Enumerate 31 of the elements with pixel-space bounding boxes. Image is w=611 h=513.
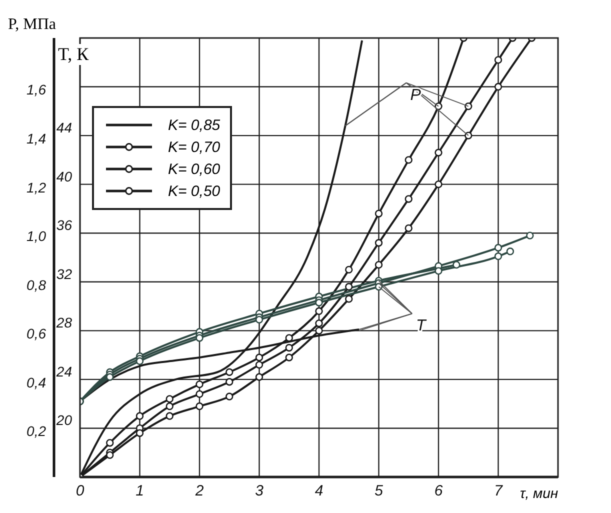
x-tick-label: 7 xyxy=(494,482,504,500)
x-tick-label: 3 xyxy=(255,482,264,500)
y-tick-label: 0,4 xyxy=(26,374,46,390)
y-tick-label: 0,2 xyxy=(26,423,46,440)
x-tick-label: 4 xyxy=(314,482,324,500)
y2-tick-label: 28 xyxy=(55,314,72,331)
y2-tick-label: 40 xyxy=(56,168,72,184)
y-tick-label: 0,6 xyxy=(26,326,46,342)
x-tick-label: 6 xyxy=(434,482,444,500)
legend-label: K= 0,60 xyxy=(168,160,220,178)
y2-tick-label: 44 xyxy=(56,120,72,136)
x-tick-label: 2 xyxy=(194,482,204,500)
y2-tick-label: 24 xyxy=(55,363,72,380)
y2-axis-title: T, К xyxy=(58,44,89,65)
y-tick-label: 1,0 xyxy=(26,228,46,244)
y-tick-label: 0,8 xyxy=(26,276,46,293)
y2-tick-label: 36 xyxy=(56,217,72,234)
x-tick-label: 0 xyxy=(76,482,85,500)
y2-tick-label: 20 xyxy=(55,412,72,428)
y2-tick-label: 32 xyxy=(56,266,72,282)
y-tick-label: 1,2 xyxy=(26,179,46,196)
x-tick-label: 1 xyxy=(136,482,144,500)
x-axis-title: τ, мин xyxy=(520,485,558,501)
annotation: P xyxy=(410,86,422,104)
y-axis-title: P, МПа xyxy=(8,16,56,34)
legend-label: K= 0,85 xyxy=(168,116,220,134)
y-tick-label: 1,6 xyxy=(26,82,46,98)
legend-label: K= 0,50 xyxy=(168,182,220,200)
legend-label: K= 0,70 xyxy=(168,138,220,156)
x-tick-label: 5 xyxy=(374,482,384,500)
y-tick-label: 1,4 xyxy=(26,130,46,147)
